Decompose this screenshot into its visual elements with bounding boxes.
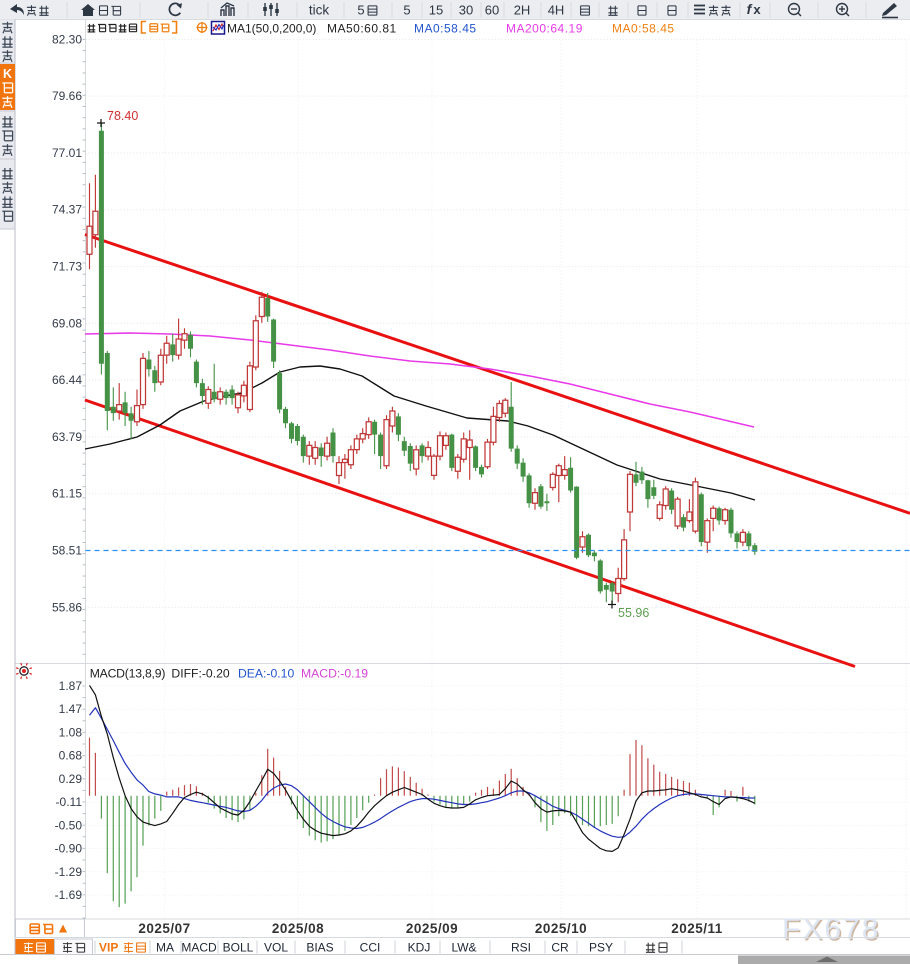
svg-text:1.87: 1.87 bbox=[59, 679, 83, 693]
svg-text:K: K bbox=[3, 67, 12, 81]
svg-text:5: 5 bbox=[403, 3, 410, 18]
svg-text:MA0:58.45: MA0:58.45 bbox=[612, 22, 675, 36]
svg-text:-1.69: -1.69 bbox=[55, 888, 83, 902]
svg-text:0.29: 0.29 bbox=[59, 772, 83, 786]
svg-text:VOL: VOL bbox=[264, 941, 288, 955]
svg-text:15: 15 bbox=[429, 3, 443, 18]
svg-text:MA200:64.19: MA200:64.19 bbox=[506, 22, 583, 36]
svg-text:-0.50: -0.50 bbox=[55, 818, 83, 832]
svg-text:1.47: 1.47 bbox=[59, 702, 83, 716]
svg-text:-0.90: -0.90 bbox=[55, 842, 83, 856]
svg-text:CR: CR bbox=[551, 941, 569, 955]
svg-text:MACD(13,8,9): MACD(13,8,9) bbox=[90, 667, 166, 681]
svg-text:77.01: 77.01 bbox=[52, 146, 82, 160]
svg-text:78.40: 78.40 bbox=[107, 109, 138, 123]
svg-text:58.51: 58.51 bbox=[52, 543, 82, 557]
svg-text:MACD:-0.19: MACD:-0.19 bbox=[301, 667, 368, 681]
svg-text:CCI: CCI bbox=[360, 941, 381, 955]
svg-text:60: 60 bbox=[485, 3, 499, 18]
svg-text:VIP: VIP bbox=[99, 941, 118, 955]
svg-text:FX678: FX678 bbox=[784, 915, 882, 948]
svg-text:MA0:58.45: MA0:58.45 bbox=[414, 22, 477, 36]
svg-text:74.37: 74.37 bbox=[52, 203, 82, 217]
svg-text:63.79: 63.79 bbox=[52, 430, 82, 444]
svg-text:2025/08: 2025/08 bbox=[272, 921, 324, 936]
svg-text:DIFF:-0.20: DIFF:-0.20 bbox=[171, 667, 229, 681]
svg-text:61.15: 61.15 bbox=[52, 487, 82, 501]
svg-text:79.66: 79.66 bbox=[52, 89, 82, 103]
svg-text:x: x bbox=[753, 2, 761, 17]
svg-text:BOLL: BOLL bbox=[223, 941, 254, 955]
svg-text:30: 30 bbox=[459, 3, 473, 18]
svg-text:MA1(50,0,200,0): MA1(50,0,200,0) bbox=[227, 22, 316, 36]
svg-text:BIAS: BIAS bbox=[306, 941, 333, 955]
svg-text:MA50:60.81: MA50:60.81 bbox=[327, 22, 397, 36]
svg-text:PSY: PSY bbox=[589, 941, 613, 955]
svg-text:82.30: 82.30 bbox=[52, 32, 82, 46]
svg-text:MACD: MACD bbox=[181, 941, 217, 955]
svg-text:66.44: 66.44 bbox=[52, 373, 82, 387]
svg-text:MA: MA bbox=[156, 941, 174, 955]
svg-text:5: 5 bbox=[357, 3, 364, 18]
svg-text:4H: 4H bbox=[548, 3, 565, 18]
svg-text:69.08: 69.08 bbox=[52, 316, 82, 330]
svg-text:LW&: LW& bbox=[451, 941, 476, 955]
svg-text:f: f bbox=[747, 1, 753, 17]
svg-text:2025/09: 2025/09 bbox=[406, 921, 458, 936]
svg-text:-0.11: -0.11 bbox=[56, 795, 83, 809]
svg-text:-1.29: -1.29 bbox=[55, 865, 83, 879]
svg-text:2025/07: 2025/07 bbox=[138, 921, 190, 936]
svg-text:55.86: 55.86 bbox=[52, 600, 82, 614]
svg-text:1.08: 1.08 bbox=[59, 725, 83, 739]
svg-text:71.73: 71.73 bbox=[52, 259, 82, 273]
svg-text:RSI: RSI bbox=[511, 941, 531, 955]
svg-text:tick: tick bbox=[309, 3, 330, 18]
svg-text:2025/11: 2025/11 bbox=[671, 921, 723, 936]
svg-text:DEA:-0.10: DEA:-0.10 bbox=[238, 667, 294, 681]
svg-text:FX678: FX678 bbox=[782, 913, 880, 946]
svg-text:2025/10: 2025/10 bbox=[535, 921, 587, 936]
svg-text:2H: 2H bbox=[514, 3, 531, 18]
svg-text:55.96: 55.96 bbox=[618, 606, 649, 620]
svg-text:KDJ: KDJ bbox=[408, 941, 431, 955]
svg-text:0.68: 0.68 bbox=[59, 749, 83, 763]
